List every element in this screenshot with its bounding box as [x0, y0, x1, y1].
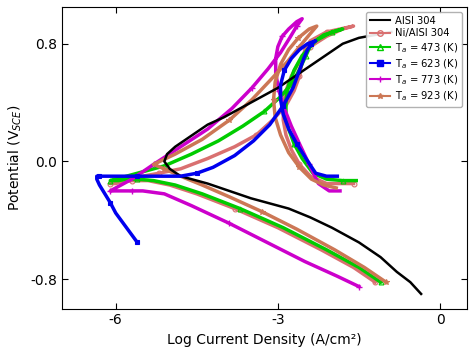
X-axis label: Log Current Density (A/cm²): Log Current Density (A/cm²): [167, 333, 362, 347]
Legend: AISI 304, Ni/AISI 304, T$_a$ = 473 (K), T$_a$ = 623 (K), T$_a$ = 773 (K), T$_a$ : AISI 304, Ni/AISI 304, T$_a$ = 473 (K), …: [365, 12, 462, 107]
Y-axis label: Potential (V$_{SCE}$): Potential (V$_{SCE}$): [7, 104, 24, 211]
